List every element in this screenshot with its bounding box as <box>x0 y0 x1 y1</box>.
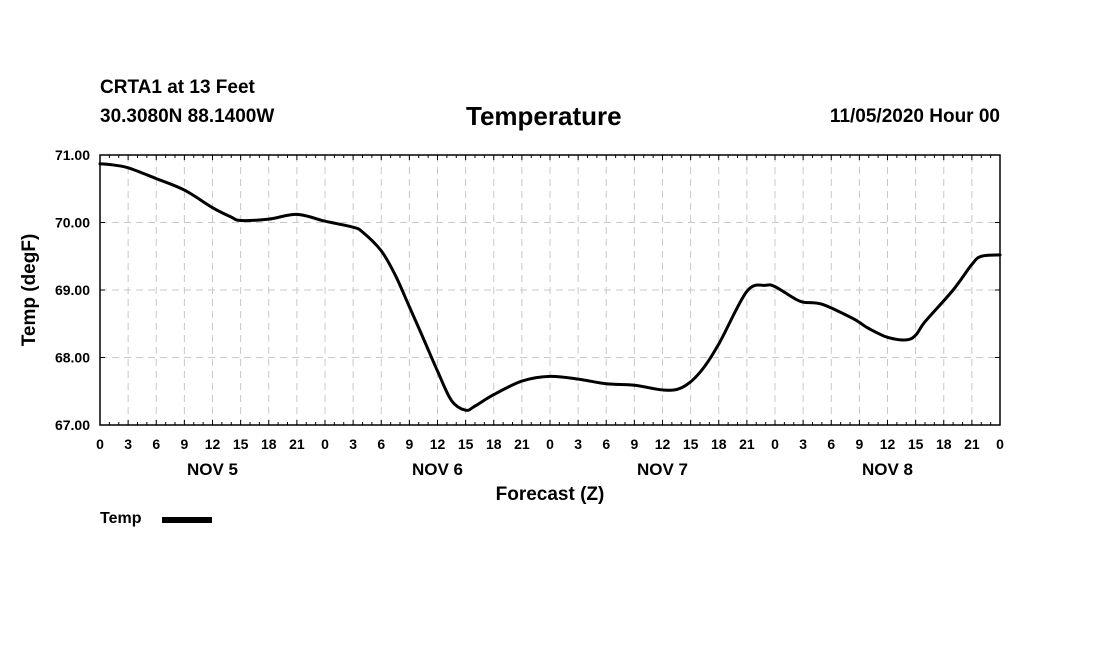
x-tick-label: 21 <box>964 436 980 452</box>
issue-time: 11/05/2020 Hour 00 <box>829 106 1000 127</box>
day-label: NOV 5 <box>187 460 238 479</box>
x-tick-label: 12 <box>655 436 671 452</box>
x-tick-label: 6 <box>827 436 835 452</box>
station-label: CRTA1 at 13 Feet <box>100 77 255 98</box>
x-tick-label: 15 <box>458 436 474 452</box>
y-tick-label: 71.00 <box>55 147 90 163</box>
x-tick-label: 9 <box>405 436 413 452</box>
y-tick-label: 68.00 <box>55 350 90 366</box>
x-tick-label: 18 <box>261 436 277 452</box>
x-tick-label: 6 <box>602 436 610 452</box>
x-tick-label: 9 <box>630 436 638 452</box>
x-tick-label: 0 <box>321 436 329 452</box>
day-label: NOV 8 <box>862 460 913 479</box>
x-tick-label: 21 <box>739 436 755 452</box>
plot-frame <box>99 154 1001 426</box>
x-tick-label: 15 <box>908 436 924 452</box>
x-tick-label: 0 <box>96 436 104 452</box>
x-tick-label: 12 <box>430 436 446 452</box>
x-tick-label: 3 <box>799 436 807 452</box>
y-tick-labels: 67.00 68.00 69.00 70.00 71.00 <box>55 147 90 433</box>
x-tick-label: 18 <box>711 436 727 452</box>
x-tick-label: 15 <box>233 436 249 452</box>
series-line-temp <box>98 162 1002 412</box>
x-tick-label: 3 <box>349 436 357 452</box>
y-axis-title: Temp (degF) <box>19 234 40 347</box>
x-tick-label: 15 <box>683 436 699 452</box>
x-tick-label: 0 <box>771 436 779 452</box>
x-tick-label: 21 <box>289 436 305 452</box>
grid-lines <box>100 155 1000 425</box>
x-tick-label: 0 <box>996 436 1004 452</box>
x-tick-label: 18 <box>936 436 952 452</box>
legend-label: Temp <box>100 510 142 527</box>
x-tick-labels: 0 3 6 9 12 15 18 21 0 3 6 9 12 15 18 21 0 3 6 9 12 15 18 21 0 3 6 9… <box>96 436 1004 452</box>
y-tick-label: 67.00 <box>55 417 90 433</box>
day-label: NOV 6 <box>412 460 463 479</box>
x-tick-label: 3 <box>574 436 582 452</box>
x-tick-label: 18 <box>486 436 502 452</box>
x-tick-label: 3 <box>124 436 132 452</box>
x-tick-label: 9 <box>855 436 863 452</box>
day-label: NOV 7 <box>637 460 688 479</box>
station-coordinates: 30.3080N 88.1400W <box>100 106 275 127</box>
x-tick-label: 6 <box>377 436 385 452</box>
day-labels: NOV 5 NOV 6 NOV 7 NOV 8 <box>187 460 913 479</box>
legend-swatch <box>162 517 212 523</box>
x-tick-label: 12 <box>880 436 896 452</box>
x-axis-title: Forecast (Z) <box>496 484 605 505</box>
x-tick-label: 12 <box>205 436 221 452</box>
chart-title: Temperature <box>466 101 622 131</box>
x-tick-label: 0 <box>546 436 554 452</box>
y-tick-label: 69.00 <box>55 282 90 298</box>
x-tick-label: 9 <box>180 436 188 452</box>
x-tick-label: 6 <box>152 436 160 452</box>
x-tick-label: 21 <box>514 436 530 452</box>
y-tick-label: 70.00 <box>55 215 90 231</box>
